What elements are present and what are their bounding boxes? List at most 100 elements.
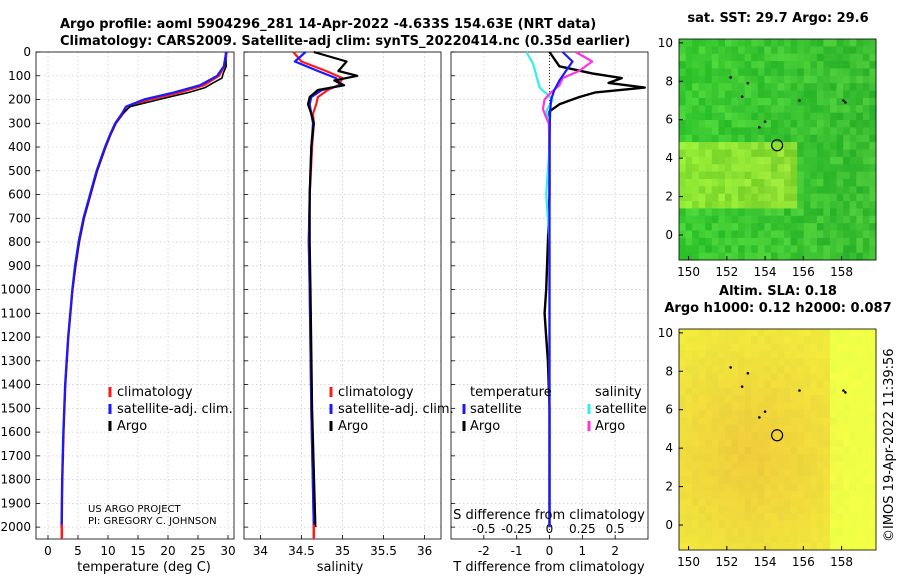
map-cell <box>823 329 831 337</box>
map-cell <box>849 237 857 246</box>
map-cell <box>679 112 686 121</box>
map-cell <box>679 208 686 217</box>
map-cell <box>718 351 726 359</box>
map-cell <box>797 46 805 55</box>
map-cell <box>849 61 857 69</box>
depth-tick-label: 1000 <box>0 283 31 297</box>
map-cell <box>718 83 726 91</box>
map-cell <box>751 483 759 492</box>
map-cell <box>751 186 759 195</box>
map-cell <box>679 505 686 514</box>
map-cell <box>862 439 870 448</box>
map-cell <box>764 498 772 507</box>
map-cell <box>744 215 752 224</box>
map-cell <box>843 171 851 180</box>
map-cell <box>698 476 706 485</box>
map-cell <box>836 142 844 150</box>
map-cell <box>698 498 706 507</box>
map-cell <box>770 134 778 143</box>
map-cell <box>784 142 792 150</box>
map-cell <box>711 491 719 499</box>
map-cell <box>823 505 831 514</box>
map-cell <box>830 230 837 239</box>
map-cell <box>744 178 752 187</box>
map-cell <box>810 149 818 158</box>
map-cell <box>836 68 844 77</box>
map-cell <box>849 336 857 345</box>
map-cell <box>757 446 765 455</box>
map-cell <box>869 498 877 507</box>
map-cell <box>816 46 824 55</box>
map-cell <box>698 527 706 536</box>
map-cell <box>705 142 713 150</box>
map-cell <box>777 68 785 77</box>
map-cell <box>862 201 870 209</box>
map-cell <box>869 461 877 470</box>
map-cell <box>843 90 851 99</box>
map-cell <box>823 90 831 99</box>
map-cell <box>836 461 844 470</box>
map-x-tick-label: 152 <box>715 265 738 279</box>
map-cell <box>738 417 746 426</box>
map-cell <box>830 498 837 507</box>
map-cell <box>711 193 719 202</box>
map-cell <box>679 373 686 381</box>
map-cell <box>705 358 713 367</box>
map-cell <box>685 410 693 418</box>
map-cell <box>757 112 765 121</box>
map-cell <box>764 223 772 231</box>
map-cell <box>810 535 818 544</box>
map-cell <box>711 483 719 492</box>
map-cell <box>816 476 824 485</box>
map-cell <box>803 149 811 158</box>
map-cell <box>698 373 706 381</box>
map-cell <box>830 120 837 128</box>
map-cell <box>797 424 805 433</box>
map-cell <box>679 97 686 106</box>
map-cell <box>784 498 792 507</box>
map-cell <box>711 245 719 254</box>
map-cell <box>698 491 706 499</box>
map-cell <box>862 446 870 455</box>
map-x-tick-label: 154 <box>754 555 777 569</box>
map-cell <box>816 498 824 507</box>
map-cell <box>777 230 785 239</box>
map-cell <box>830 432 837 440</box>
map-cell <box>862 373 870 381</box>
map-cell <box>843 68 851 77</box>
map-cell <box>757 75 765 84</box>
map-cell <box>777 373 785 381</box>
map-cell <box>692 535 700 544</box>
map-cell <box>816 535 824 544</box>
map-cell <box>711 329 719 337</box>
diff-legend-s-argo: Argo <box>595 419 625 434</box>
map-cell <box>816 223 824 231</box>
map-cell <box>724 336 732 345</box>
depth-tick-label: 400 <box>8 140 31 154</box>
map-cell <box>784 351 792 359</box>
map-cell <box>764 127 772 136</box>
map-cell <box>685 208 693 217</box>
map-cell <box>803 454 811 462</box>
map-cell <box>731 410 739 418</box>
map-cell <box>856 171 864 180</box>
map-cell <box>685 237 693 246</box>
map-cell <box>816 343 824 352</box>
map-cell <box>770 245 778 254</box>
map-cell <box>856 252 864 261</box>
map-cell <box>810 461 818 470</box>
map-cell <box>764 237 772 246</box>
map-cell <box>810 454 818 462</box>
map-cell <box>738 83 746 91</box>
map-cell <box>757 358 765 367</box>
map-cell <box>790 365 798 374</box>
map-cell <box>692 542 700 551</box>
map-cell <box>698 535 706 544</box>
map-cell <box>803 90 811 99</box>
map-cell <box>731 230 739 239</box>
map-cell <box>777 351 785 359</box>
map-cell <box>803 75 811 84</box>
map-cell <box>856 343 864 352</box>
map-cell <box>685 424 693 433</box>
map-cell <box>869 513 877 521</box>
